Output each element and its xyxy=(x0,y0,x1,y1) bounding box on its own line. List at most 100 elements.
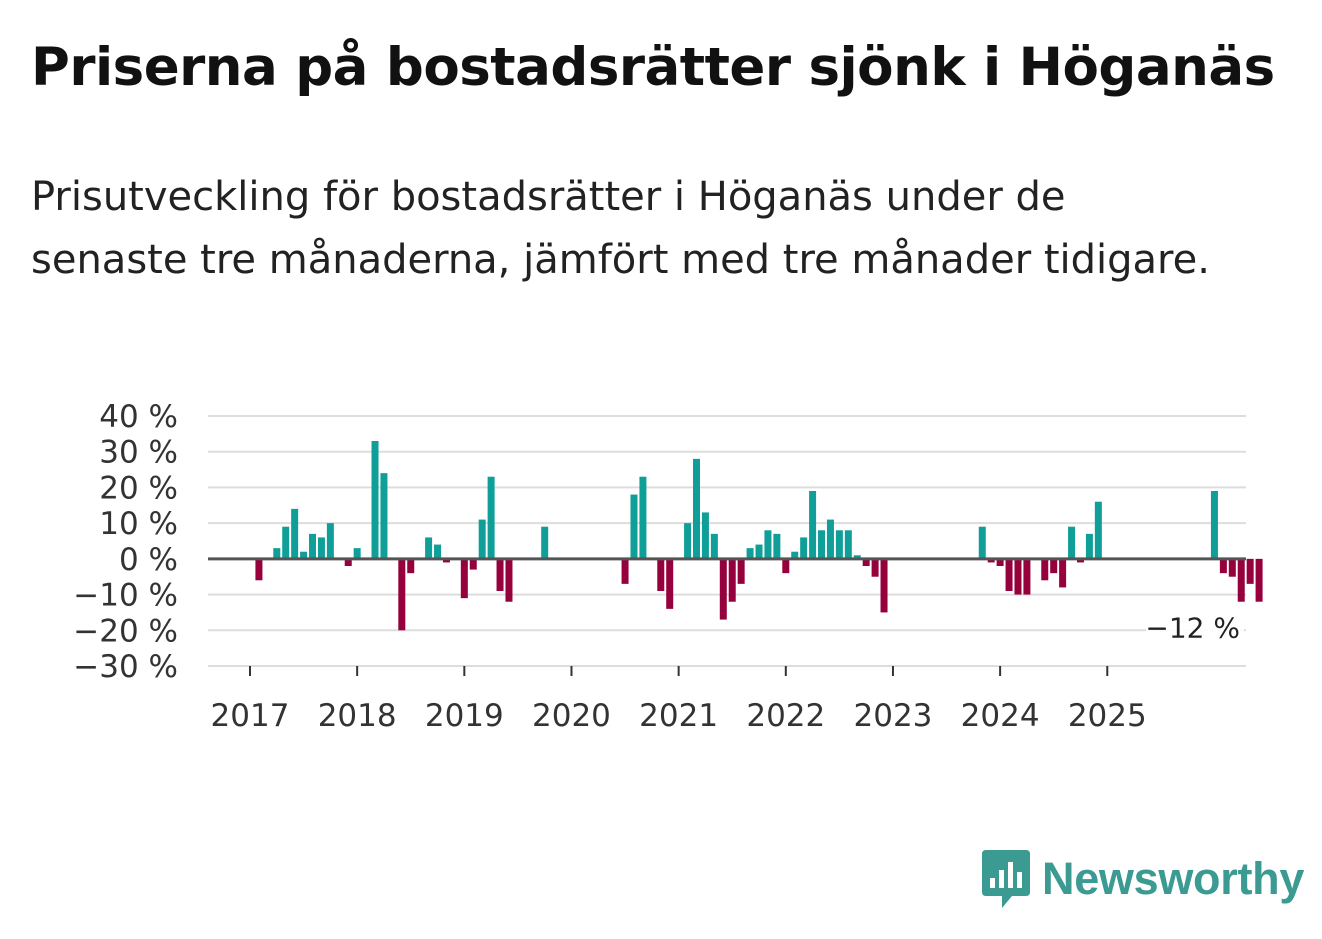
bar xyxy=(344,558,352,566)
y-tick-label: −20 % xyxy=(73,613,178,649)
bar xyxy=(380,473,388,559)
bar xyxy=(809,491,817,559)
y-tick-label: 20 % xyxy=(99,470,178,506)
bar xyxy=(746,548,754,559)
annotation-background xyxy=(1146,609,1244,646)
annotation-label: −12 % xyxy=(1145,612,1240,645)
bar xyxy=(1005,558,1013,591)
bar xyxy=(398,558,406,631)
bar xyxy=(684,523,692,559)
bar xyxy=(764,530,772,559)
y-tick-label: 30 % xyxy=(99,435,178,471)
bar xyxy=(282,526,290,559)
bar xyxy=(1041,558,1049,581)
bar xyxy=(701,512,709,559)
y-tick-label: 0 % xyxy=(119,542,178,578)
bar xyxy=(1228,558,1236,577)
x-axis-ticks: 2017 2018 2019 2020 2021 2022 2023 2024 2025 xyxy=(211,666,1147,734)
bar xyxy=(1219,558,1227,574)
bar xyxy=(353,548,361,559)
chart-title: Priserna på bostadsrätter sjönk i Höganä… xyxy=(31,37,1275,98)
x-tick-label: 2020 xyxy=(532,698,611,734)
bar xyxy=(791,551,799,559)
bar xyxy=(273,548,281,559)
bars xyxy=(255,441,1263,631)
x-tick-label: 2018 xyxy=(318,698,397,734)
bar xyxy=(505,558,513,602)
bar xyxy=(639,476,647,559)
y-tick-label: −10 % xyxy=(73,578,178,614)
bar xyxy=(621,558,629,584)
y-tick-label: −30 % xyxy=(73,649,178,685)
annotation: −12 % xyxy=(1145,609,1244,646)
bar xyxy=(469,558,477,570)
brand-name: Newsworthy xyxy=(1042,853,1305,904)
bar xyxy=(1094,501,1102,559)
bar xyxy=(1059,558,1067,588)
x-tick-label: 2019 xyxy=(425,698,504,734)
bar xyxy=(1014,558,1022,595)
y-axis-ticks: 40 %30 %20 %10 %0 %−10 %−20 %−30 % xyxy=(73,399,178,685)
chart-bubble-icon xyxy=(982,850,1030,908)
x-tick-label: 2017 xyxy=(211,698,290,734)
bar xyxy=(826,519,834,559)
bar xyxy=(853,555,861,559)
bar xyxy=(755,544,763,559)
bar xyxy=(487,476,495,559)
bar xyxy=(496,558,504,591)
y-tick-label: 10 % xyxy=(99,506,178,542)
bar xyxy=(719,558,727,620)
bar xyxy=(871,558,879,577)
bar xyxy=(541,526,549,559)
bar xyxy=(442,558,450,563)
bar xyxy=(710,533,718,559)
bar xyxy=(434,544,442,559)
bar xyxy=(326,523,334,559)
bar xyxy=(1210,491,1218,559)
bar xyxy=(987,558,995,563)
x-tick-label: 2025 xyxy=(1068,698,1147,734)
bar xyxy=(1246,558,1254,584)
bar xyxy=(371,441,379,559)
bar xyxy=(1050,558,1058,574)
bar xyxy=(317,537,325,559)
bar xyxy=(666,558,674,609)
bar xyxy=(835,530,843,559)
y-tick-label: 40 % xyxy=(99,399,178,435)
bar xyxy=(300,551,308,559)
bar xyxy=(255,558,263,581)
bar xyxy=(773,533,781,559)
bar xyxy=(657,558,665,591)
bar xyxy=(460,558,468,599)
bar xyxy=(1255,558,1263,602)
bar xyxy=(291,508,299,559)
bar xyxy=(1076,558,1084,563)
x-tick-label: 2023 xyxy=(854,698,933,734)
bar xyxy=(1068,526,1076,559)
newsworthy-logo: Newsworthy xyxy=(980,848,1304,910)
bar xyxy=(862,558,870,566)
bar xyxy=(1085,533,1093,559)
bar xyxy=(728,558,736,602)
bar xyxy=(818,530,826,559)
bar-chart: 40 %30 %20 %10 %0 %−10 %−20 %−30 % 2017 2… xyxy=(73,399,1263,734)
x-tick-label: 2021 xyxy=(639,698,718,734)
bar xyxy=(800,537,808,559)
bar xyxy=(1023,558,1031,595)
bar xyxy=(978,526,986,559)
bar xyxy=(407,558,415,574)
bar xyxy=(630,494,638,559)
bar xyxy=(1237,558,1245,602)
bar xyxy=(782,558,790,574)
bar xyxy=(844,530,852,559)
bar xyxy=(309,533,317,559)
bar xyxy=(693,458,700,559)
bar xyxy=(880,558,888,613)
bar xyxy=(737,558,745,584)
x-tick-label: 2024 xyxy=(961,698,1040,734)
bar xyxy=(996,558,1004,566)
bar xyxy=(478,519,486,559)
chart-subtitle: Prisutveckling för bostadsrätter i Högan… xyxy=(31,174,1210,283)
x-tick-label: 2022 xyxy=(746,698,825,734)
bar xyxy=(425,537,433,559)
